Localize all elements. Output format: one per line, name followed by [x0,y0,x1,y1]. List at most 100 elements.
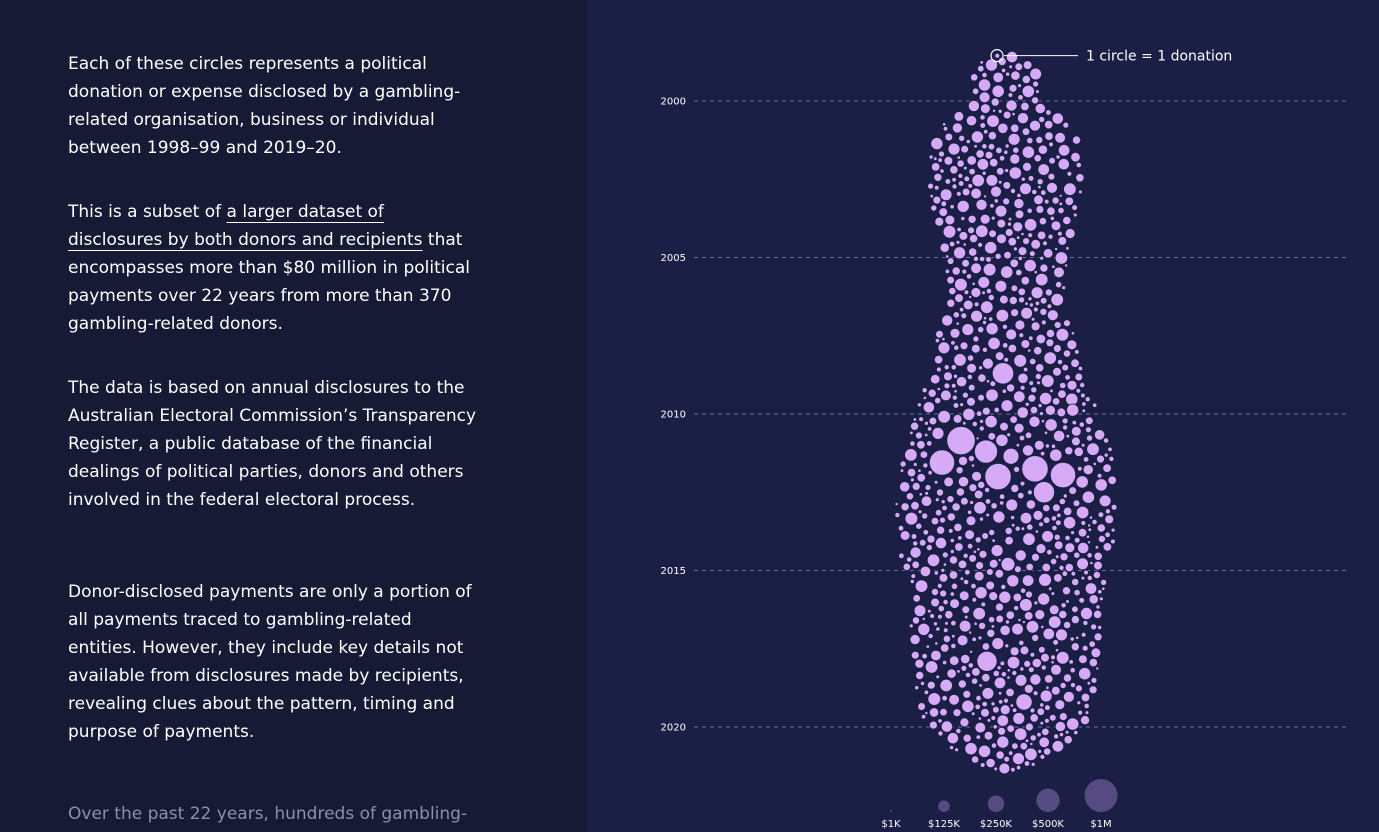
donation-circle [977,325,985,334]
donation-circle [1040,189,1047,196]
donation-circle [1037,645,1046,654]
donation-circle [995,750,1005,760]
donation-circle [924,660,939,674]
donation-circle [996,167,1005,176]
donation-circle [939,516,946,524]
y-tick-label-2015: 2015 [661,566,686,577]
donation-circle [970,187,982,200]
donation-circle [950,364,957,371]
donation-circle [1021,574,1035,587]
donation-circle [1088,594,1099,605]
donation-circle [940,389,952,402]
donation-circle-large [1002,447,1020,465]
donation-circle [1082,456,1090,463]
donation-circle [1081,408,1086,413]
donation-circle [1020,276,1031,286]
donation-circle [909,546,922,559]
donation-circle [971,173,985,188]
donation-circle [979,762,986,768]
donation-circle [951,122,963,134]
donation-circle [1021,84,1035,99]
donation-circle [1052,503,1061,513]
donation-circle [1017,83,1022,88]
donation-circle [1097,625,1103,631]
donation-circle [1065,434,1070,439]
donation-circle [1000,671,1007,678]
donation-circle [985,256,992,263]
donation-circle [1056,407,1067,418]
donation-circle [1078,597,1086,604]
donation-circle [1010,308,1020,318]
donation-circle [948,240,956,248]
donation-circle [1051,264,1056,269]
donation-chart: 2000 2005 2010 2015 2020 1 circle = 1 donati… [586,0,1379,832]
donation-circle [911,616,921,625]
donation-circle [978,549,988,559]
donation-circle [1008,83,1018,93]
donation-circle [970,343,981,354]
donation-circle [970,309,984,323]
donation-circle [1004,143,1010,149]
donation-circle [1028,335,1034,341]
donation-circle [973,301,980,308]
donation-circle [1084,396,1091,403]
donation-circle [906,467,917,478]
donation-circle [919,450,929,459]
donation-circle [943,371,953,382]
donation-circle [1089,560,1094,566]
paragraph-2-lead: This is a subset of [68,202,227,222]
donation-circle [1070,331,1075,336]
donation-circle [1012,752,1025,766]
donation-circle [912,462,918,467]
donation-circle [977,373,987,383]
donation-circle [1021,74,1031,85]
donation-circle [936,525,946,535]
donation-circle [970,262,982,275]
donation-circle [960,653,971,665]
beeswarm-chart: 2000 2005 2010 2015 2020 1 circle = 1 donati… [661,49,1348,830]
donation-circle [1014,673,1028,687]
donation-circle [1020,339,1031,349]
donation-circle [943,364,950,371]
size-legend-circle [1036,788,1060,813]
donation-circle [920,495,933,507]
donation-circle [1030,321,1041,332]
donation-circle [967,226,976,235]
donation-circle [921,387,928,394]
larger-dataset-link[interactable]: a larger dataset of disclosures by both … [68,202,423,250]
donation-circle [1044,404,1056,416]
donation-circle [1044,119,1054,130]
donation-circle [1036,230,1047,241]
donation-circle [1054,699,1066,711]
donation-circle [1075,173,1085,183]
donation-circle [979,213,991,225]
donation-circle [1072,212,1078,218]
donation-circle [937,718,943,724]
donation-circle-large [991,361,1015,385]
donation-circle [1035,89,1040,94]
donation-circle [958,306,965,313]
donation-circle [1052,639,1059,646]
donation-circle [942,598,949,606]
donation-circle [1039,296,1048,305]
donation-circle [1012,146,1020,154]
donation-circle [1075,475,1089,489]
donation-circle [964,569,971,576]
donation-circle [915,522,923,530]
donation-circle [947,528,954,534]
donation-circle [1101,586,1106,591]
donation-circle [968,234,979,244]
donation-circle [1070,571,1077,577]
donation-circle [924,484,932,491]
donation-circle [1032,510,1044,521]
donation-circle [1033,439,1045,451]
donation-circle [1007,216,1013,222]
donation-circle [954,293,964,303]
donation-circle [992,669,1000,678]
donation-circle [910,501,920,511]
donation-circle [977,64,985,73]
donation-circle [1017,372,1029,384]
donation-circle [1011,112,1016,117]
donation-circle [1068,659,1074,665]
donation-circle [1066,339,1078,351]
